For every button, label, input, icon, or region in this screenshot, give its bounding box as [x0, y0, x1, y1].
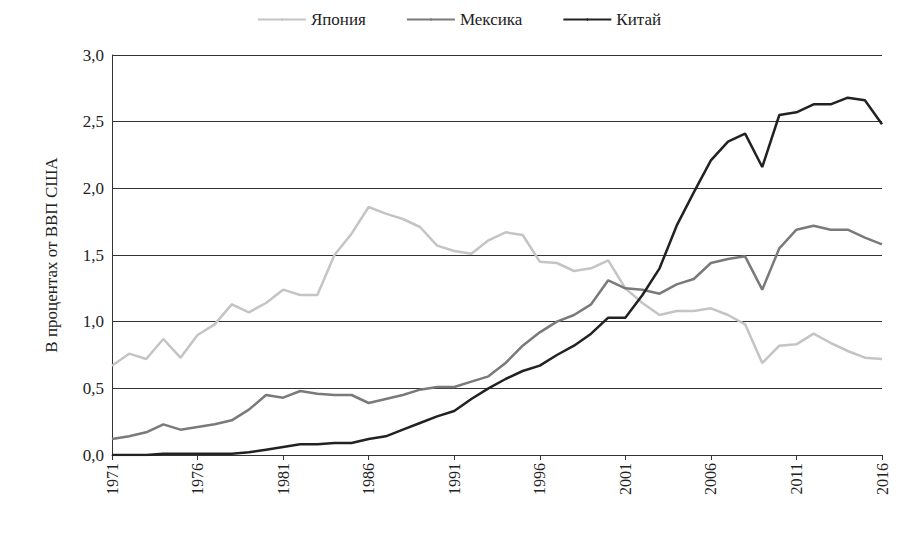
svg-text:2011: 2011	[788, 463, 805, 494]
svg-text:1991: 1991	[446, 463, 463, 495]
svg-text:Китай: Китай	[616, 10, 661, 29]
svg-text:2,0: 2,0	[83, 179, 104, 198]
svg-text:2016: 2016	[874, 463, 891, 495]
svg-text:1976: 1976	[189, 463, 206, 495]
svg-text:Мексика: Мексика	[460, 10, 523, 29]
svg-text:1986: 1986	[360, 463, 377, 495]
svg-text:0,0: 0,0	[83, 446, 104, 465]
svg-text:2,5: 2,5	[83, 112, 104, 131]
svg-text:1981: 1981	[275, 463, 292, 495]
svg-text:1996: 1996	[531, 463, 548, 495]
svg-text:В процентах от ВВП США: В процентах от ВВП США	[42, 157, 61, 353]
svg-text:1971: 1971	[104, 463, 121, 495]
svg-text:Япония: Япония	[311, 10, 366, 29]
svg-text:1,0: 1,0	[83, 312, 104, 331]
svg-text:1,5: 1,5	[83, 246, 104, 265]
svg-text:2001: 2001	[617, 463, 634, 495]
svg-text:3,0: 3,0	[83, 46, 104, 65]
svg-text:2006: 2006	[702, 463, 719, 495]
svg-text:0,5: 0,5	[83, 379, 104, 398]
